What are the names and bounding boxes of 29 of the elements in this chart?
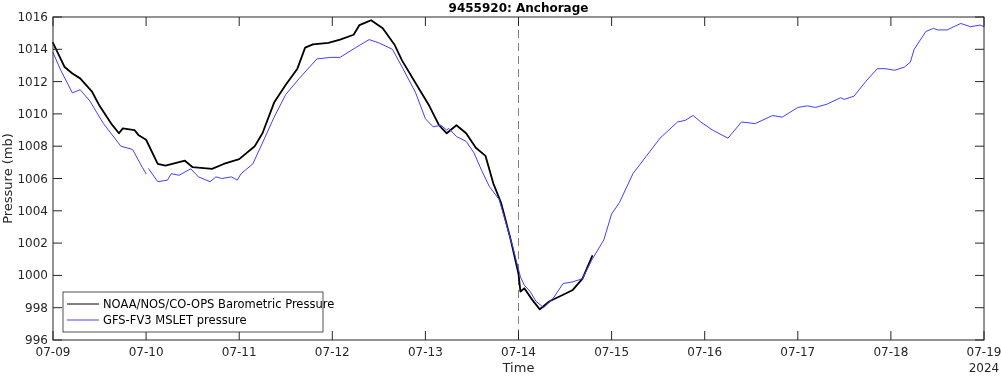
y-tick-label: 1016 — [17, 10, 48, 24]
x-axis-title: Time — [501, 360, 535, 375]
x-tick-label: 07-15 — [594, 345, 630, 359]
y-tick-label: 1008 — [17, 139, 48, 154]
legend-label: GFS-FV3 MSLET pressure — [103, 313, 247, 327]
x-tick-label: 07-17 — [780, 345, 816, 359]
legend-label: NOAA/NOS/CO-OPS Barometric Pressure — [103, 297, 335, 311]
x-tick-label: 07-13 — [407, 345, 443, 359]
y-axis-title: Pressure (mb) — [0, 133, 15, 224]
y-tick-label: 1004 — [17, 203, 48, 218]
y-tick-label: 998 — [25, 300, 48, 315]
y-tick-label: 1000 — [17, 268, 48, 283]
text: 2024 — [968, 361, 1000, 375]
x-tick-label: 07-14 — [501, 345, 536, 359]
y-tick-label: 1010 — [17, 106, 48, 121]
y-tick-label: 1002 — [17, 236, 48, 251]
line-series — [52, 19, 594, 311]
x-tick-label: 07-18 — [873, 345, 909, 359]
x-tick-label: 07-19 — [966, 345, 1001, 359]
x-tick-label: 07-16 — [687, 345, 723, 359]
x-tick-label: 07-10 — [128, 345, 164, 359]
y-tick-label: 1012 — [17, 74, 48, 89]
chart-title: 9455920: Anchorage — [448, 1, 589, 15]
y-tick-label: 1006 — [17, 171, 48, 186]
x-tick-label: 07-09 — [35, 345, 71, 359]
y-tick-label: 1014 — [17, 42, 48, 57]
x-tick-label: 07-12 — [314, 345, 350, 359]
y-tick-label: 996 — [25, 333, 48, 347]
x-tick-label: 07-11 — [221, 345, 257, 359]
